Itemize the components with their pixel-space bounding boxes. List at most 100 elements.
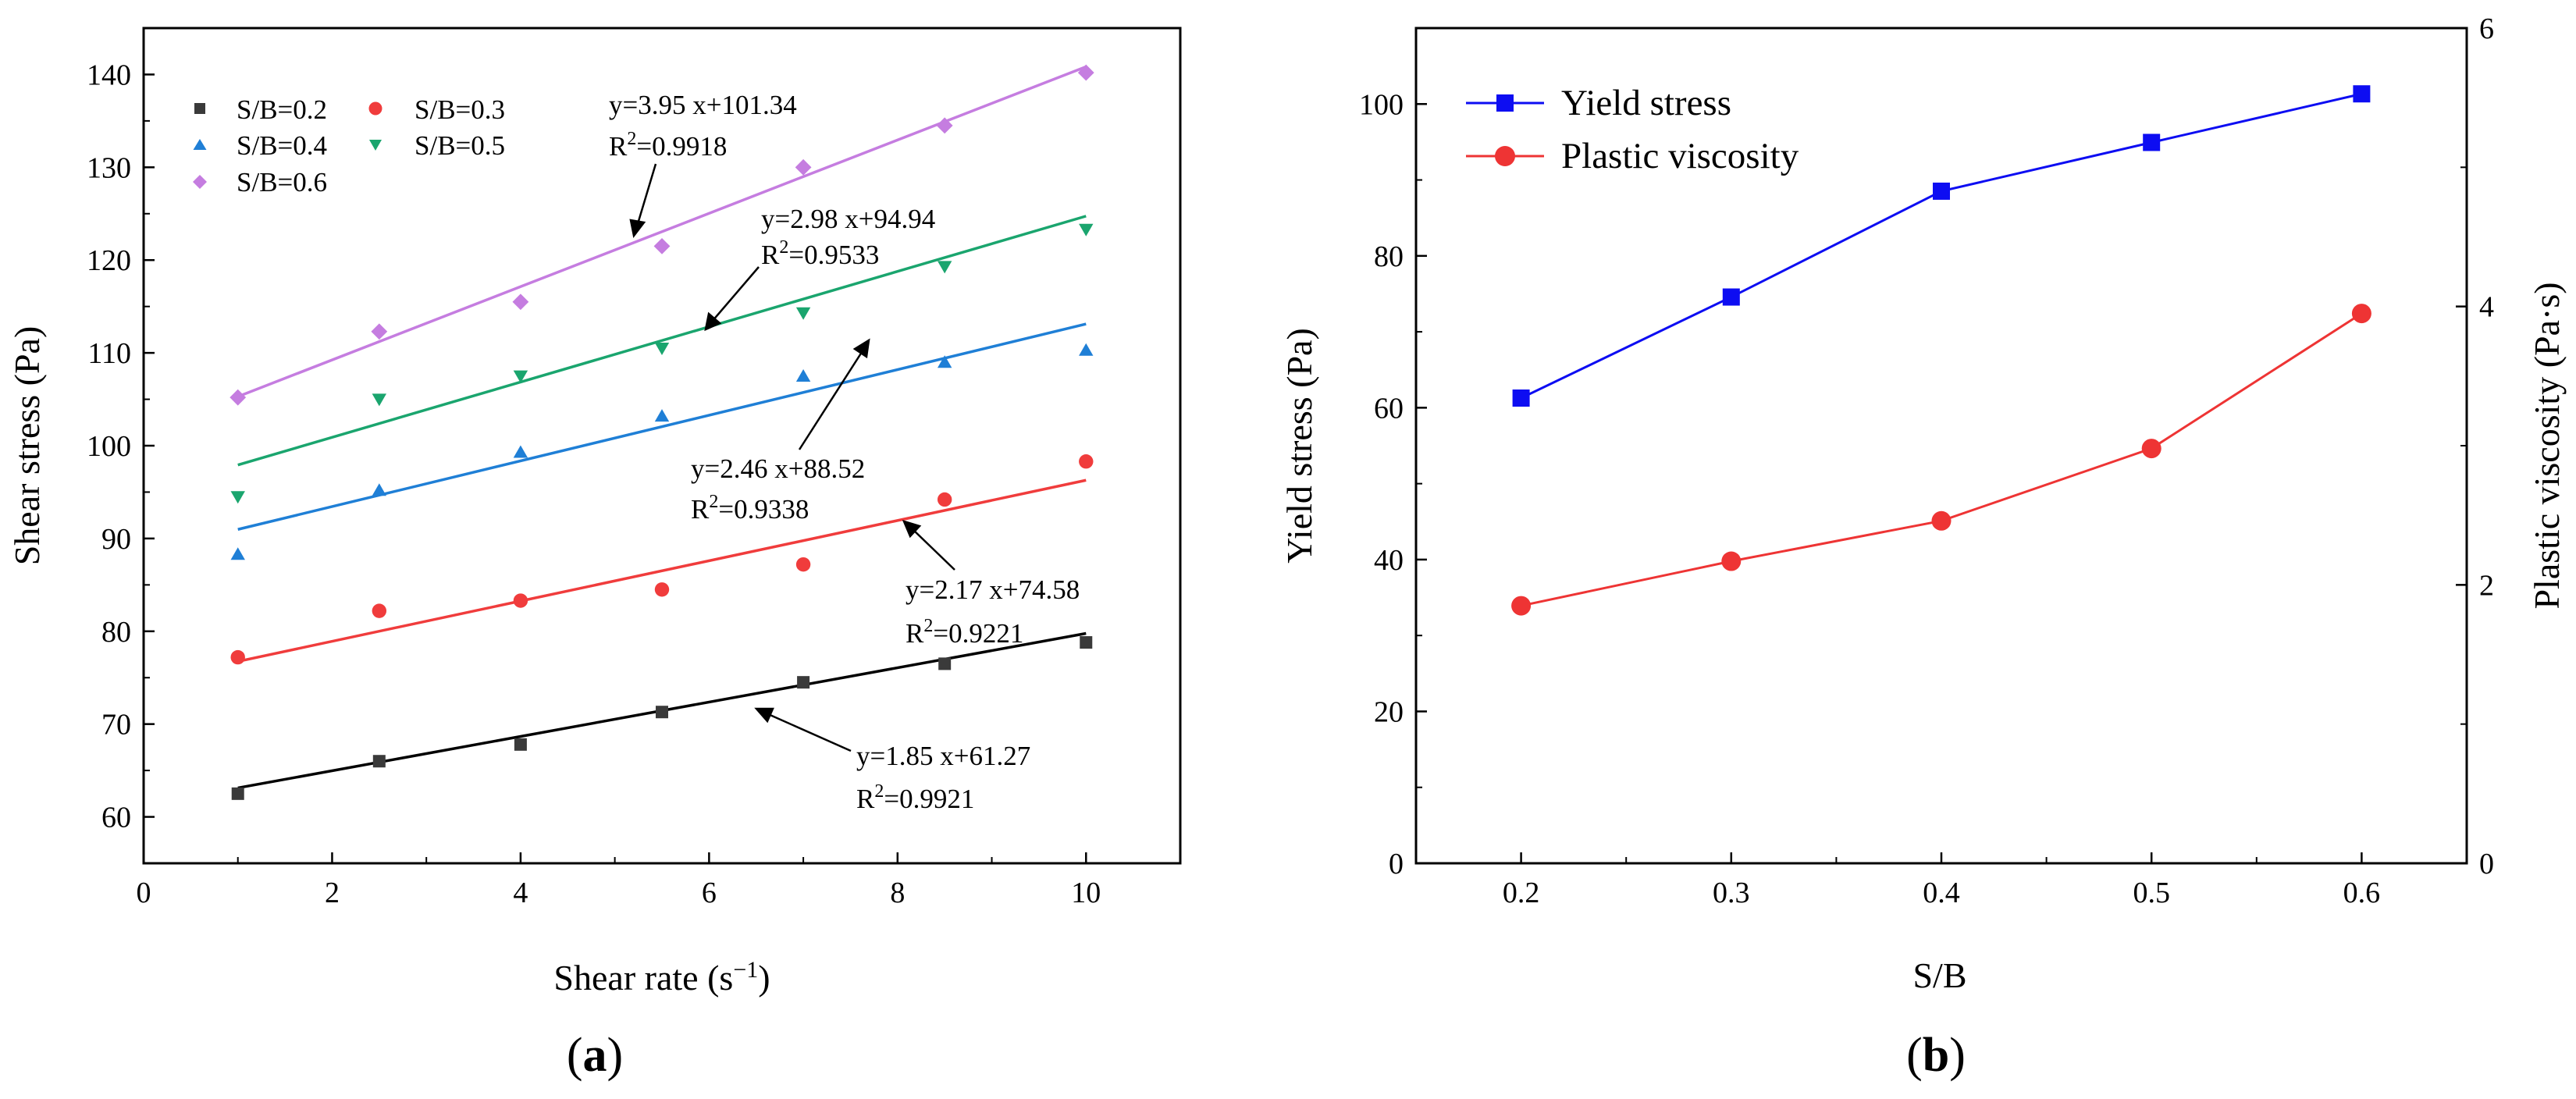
chart-b-x-ticks: 0.2 0.3 0.4 0.5 0.6 — [1415, 852, 2467, 909]
arrowhead-icon — [704, 311, 722, 332]
chart-b-y2-ticks: 0 2 4 6 — [2456, 12, 2494, 880]
svg-text:S/B=0.3: S/B=0.3 — [415, 94, 505, 125]
svg-text:S/B=0.4: S/B=0.4 — [237, 130, 327, 161]
legend-item-plastic-viscosity: Plastic viscosity — [1466, 136, 1799, 176]
data-point — [795, 307, 811, 320]
svg-text:y=1.85 x+61.27: y=1.85 x+61.27 — [856, 741, 1030, 771]
data-point — [1721, 551, 1742, 571]
svg-text:y=2.17 x+74.58: y=2.17 x+74.58 — [906, 574, 1080, 605]
data-point — [937, 261, 952, 274]
data-point — [372, 483, 387, 496]
chart-b-legend: Yield stress Plastic viscosity — [1466, 83, 1799, 176]
chart-a-x-ticks: 0 2 4 6 8 10 — [137, 852, 1101, 909]
chart-b-y2-label: Plastic viscosity (Pa·s) — [2527, 282, 2567, 609]
x-tick-label: 8 — [890, 877, 905, 909]
annotation-arrow-sb-0-3 — [911, 528, 955, 571]
y-tick-label: 140 — [87, 59, 131, 91]
data-point — [1077, 64, 1094, 81]
data-point — [654, 582, 670, 597]
data-point — [795, 369, 811, 382]
y-tick-label: 100 — [1359, 88, 1404, 121]
legend-item-sb-0-3: S/B=0.3 — [368, 94, 505, 125]
legend-marker-circle-icon — [1495, 146, 1515, 166]
r2-text: R2=0.9533 — [761, 237, 879, 270]
svg-text:Plastic viscosity: Plastic viscosity — [1561, 136, 1799, 176]
r2-text: R2=0.9221 — [906, 616, 1023, 649]
y-tick-label: 130 — [87, 151, 131, 184]
data-point — [656, 706, 668, 719]
y2-tick-label: 6 — [2479, 12, 2494, 45]
annotation-arrow-sb-0-6 — [635, 163, 657, 227]
data-point — [1511, 596, 1532, 616]
chart-b-points — [1511, 85, 2371, 616]
data-point — [937, 492, 952, 507]
x-tick-label: 2 — [325, 877, 340, 909]
arrowhead-icon — [754, 707, 774, 724]
arrowhead-icon — [902, 520, 922, 539]
chart-b: 0.2 0.3 0.4 0.5 0.6 0 20 40 60 80 100 0 2 4 6 S/B Yi… — [1279, 12, 2567, 1082]
chart-b-y-ticks: 0 20 40 60 80 100 — [1359, 88, 1427, 880]
data-point — [1933, 182, 1950, 200]
y-tick-label: 0 — [1389, 848, 1404, 880]
data-point — [795, 557, 811, 572]
y-tick-label: 20 — [1374, 695, 1404, 728]
chart-b-x-label: S/B — [1912, 955, 1966, 995]
data-point — [654, 342, 670, 355]
chart-a-y-label: Shear stress (Pa) — [7, 326, 47, 566]
chart-a-annotation-arrows — [629, 163, 955, 752]
legend-marker-triangle-down-icon — [369, 140, 382, 151]
legend-marker-circle-icon — [368, 101, 382, 116]
chart-a-annotation-sb-0-6: y=3.95 x+101.34 R2=0.9918 — [609, 90, 797, 162]
x-tick-label: 0.3 — [1713, 877, 1750, 909]
data-point — [936, 117, 953, 134]
r2-text: R2=0.9338 — [691, 492, 809, 525]
x-tick-label: 4 — [513, 877, 528, 909]
data-point — [2141, 439, 2161, 459]
annotation-arrow-sb-0-4 — [798, 349, 865, 450]
legend-item-yield-stress: Yield stress — [1466, 83, 1731, 123]
y-tick-label: 80 — [1374, 240, 1404, 273]
data-point — [229, 389, 247, 406]
y-tick-label: 100 — [87, 430, 131, 463]
legend-marker-square-icon — [194, 103, 205, 114]
legend-item-sb-0-5: S/B=0.5 — [369, 130, 505, 161]
data-point — [654, 409, 670, 422]
data-point — [797, 676, 810, 689]
svg-text:S/B=0.5: S/B=0.5 — [415, 130, 505, 161]
panel-label-a: (a) — [567, 1029, 623, 1082]
y-tick-label: 60 — [101, 802, 131, 834]
y-tick-label: 110 — [87, 337, 131, 370]
y2-tick-label: 4 — [2479, 291, 2494, 324]
data-point — [513, 593, 528, 608]
data-point — [2351, 304, 2371, 324]
data-point — [938, 657, 952, 670]
legend-marker-square-icon — [1496, 94, 1514, 112]
y-tick-label: 80 — [101, 616, 131, 649]
arrowhead-icon — [852, 338, 870, 359]
chart-a: 0 2 4 6 8 10 60 70 80 90 100 110 120 130 140 Shear ra… — [7, 27, 1182, 1082]
series-line — [1521, 312, 2363, 607]
data-point — [1080, 636, 1093, 649]
data-point — [1079, 343, 1094, 356]
data-point — [230, 649, 245, 665]
data-point — [795, 158, 812, 176]
data-point — [372, 603, 387, 618]
legend-item-sb-0-4: S/B=0.4 — [193, 130, 327, 161]
svg-text:S/B=0.2: S/B=0.2 — [237, 94, 327, 125]
data-point — [514, 738, 527, 751]
annotation-arrow-sb-0-5 — [711, 266, 760, 322]
y2-tick-label: 2 — [2479, 569, 2494, 602]
chart-a-annotation-sb-0-3: y=2.17 x+74.58 R2=0.9221 — [906, 574, 1080, 649]
arrowhead-icon — [629, 219, 646, 238]
data-point — [937, 355, 952, 368]
data-point — [513, 370, 528, 383]
data-point — [230, 547, 245, 560]
chart-b-y-label: Yield stress (Pa) — [1279, 328, 1319, 564]
chart-a-legend: S/B=0.2 S/B=0.3 S/B=0.4 S/B=0.5 S/B=0.6 — [193, 94, 505, 197]
x-tick-label: 0.5 — [2133, 877, 2170, 909]
data-point — [1512, 389, 1530, 407]
data-point — [230, 491, 245, 504]
y-tick-label: 60 — [1374, 392, 1404, 425]
svg-text:Yield stress: Yield stress — [1561, 83, 1731, 123]
fit-line — [237, 215, 1087, 467]
